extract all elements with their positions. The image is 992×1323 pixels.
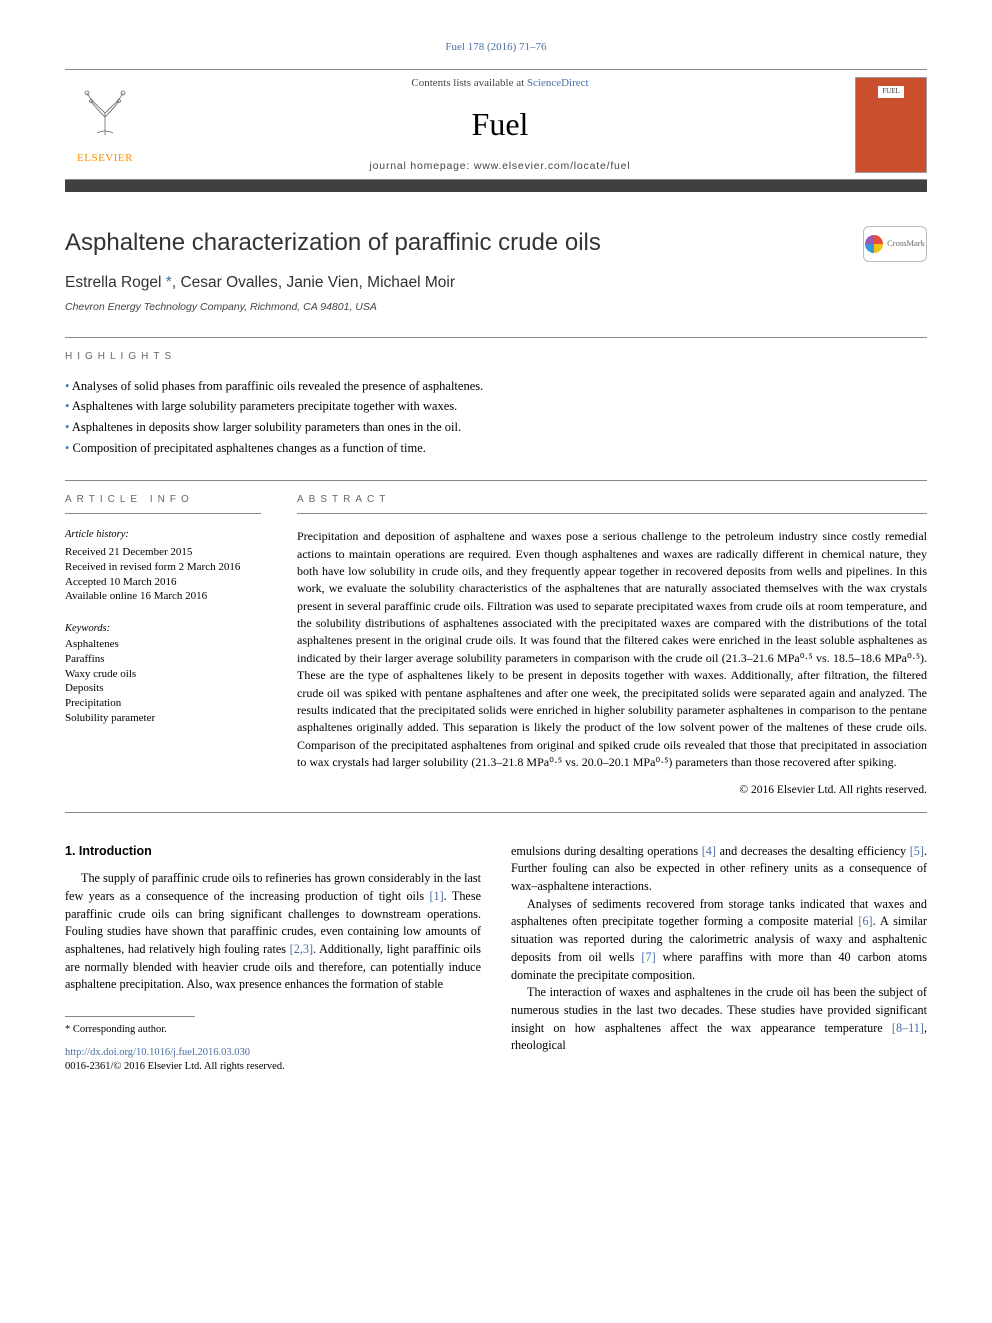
abstract-column: Precipitation and deposition of asphalte…	[297, 514, 927, 798]
history-heading: Article history:	[65, 528, 261, 543]
keyword: Solubility parameter	[65, 711, 261, 726]
intro-heading: 1. Introduction	[65, 843, 481, 861]
homepage-prefix: journal homepage:	[370, 160, 474, 172]
doi-link[interactable]: http://dx.doi.org/10.1016/j.fuel.2016.03…	[65, 1046, 481, 1061]
sciencedirect-link[interactable]: ScienceDirect	[527, 77, 589, 89]
text-span: The interaction of waxes and asphaltenes…	[511, 985, 927, 1034]
abstract-copyright: © 2016 Elsevier Ltd. All rights reserved…	[297, 782, 927, 798]
text-span: emulsions during desalting operations	[511, 844, 702, 858]
article-title: Asphaltene characterization of paraffini…	[65, 226, 847, 260]
journal-header: ELSEVIER Contents lists available at Sci…	[65, 69, 927, 180]
history-received: Received 21 December 2015	[65, 545, 261, 560]
body-columns: 1. Introduction The supply of paraffinic…	[65, 843, 927, 1075]
author-1: Estrella Rogel	[65, 274, 162, 291]
ref-link-4[interactable]: [4]	[702, 844, 716, 858]
ref-link-6[interactable]: [6]	[858, 914, 872, 928]
rule-above-info	[65, 480, 927, 481]
ref-link-5[interactable]: [5]	[910, 844, 924, 858]
intro-paragraph-3: Analyses of sediments recovered from sto…	[511, 896, 927, 984]
corresponding-author-note: * Corresponding author.	[65, 1023, 481, 1038]
keyword: Precipitation	[65, 696, 261, 711]
crossmark-icon	[865, 235, 883, 253]
intro-paragraph-4: The interaction of waxes and asphaltenes…	[511, 984, 927, 1055]
highlights-heading: HIGHLIGHTS	[65, 350, 927, 364]
journal-cover-title: FUEL	[878, 86, 904, 98]
elsevier-brand-text: ELSEVIER	[77, 151, 133, 166]
body-col-left: 1. Introduction The supply of paraffinic…	[65, 843, 481, 1075]
crossmark-badge[interactable]: CrossMark	[863, 226, 927, 262]
elsevier-logo: ELSEVIER	[65, 80, 145, 170]
highlight-item: Asphaltenes with large solubility parame…	[65, 396, 927, 417]
highlight-item: Composition of precipitated asphaltenes …	[65, 438, 927, 459]
author-3: Janie Vien	[286, 274, 358, 291]
author-2: Cesar Ovalles	[180, 274, 277, 291]
rule-above-highlights	[65, 337, 927, 338]
ref-link-8-11[interactable]: [8–11]	[892, 1021, 924, 1035]
abstract-heading: ABSTRACT	[297, 493, 927, 507]
corresponding-asterisk: *	[162, 274, 172, 291]
author-list: Estrella Rogel *, Cesar Ovalles, Janie V…	[65, 272, 927, 294]
history-accepted: Accepted 10 March 2016	[65, 575, 261, 590]
intro-paragraph-1: The supply of paraffinic crude oils to r…	[65, 870, 481, 994]
keyword: Waxy crude oils	[65, 667, 261, 682]
elsevier-tree-icon	[77, 83, 133, 147]
ref-link-7[interactable]: [7]	[641, 950, 655, 964]
body-col-right: emulsions during desalting operations [4…	[511, 843, 927, 1075]
affiliation: Chevron Energy Technology Company, Richm…	[65, 300, 927, 315]
footer-copyright: 0016-2361/© 2016 Elsevier Ltd. All right…	[65, 1060, 481, 1075]
homepage-url[interactable]: www.elsevier.com/locate/fuel	[474, 160, 631, 172]
journal-cover-thumbnail: FUEL	[855, 77, 927, 173]
highlights-list: Analyses of solid phases from paraffinic…	[65, 376, 927, 459]
keywords-heading: Keywords:	[65, 622, 261, 637]
header-dark-bar	[65, 180, 927, 192]
history-online: Available online 16 March 2016	[65, 589, 261, 604]
rule-below-abstract	[65, 812, 927, 813]
journal-name: Fuel	[157, 102, 843, 147]
keyword: Paraffins	[65, 652, 261, 667]
keyword: Deposits	[65, 681, 261, 696]
intro-paragraph-2: emulsions during desalting operations [4…	[511, 843, 927, 896]
ref-link-2-3[interactable]: [2,3]	[290, 942, 313, 956]
text-span: and decreases the desalting efficiency	[716, 844, 910, 858]
journal-homepage-line: journal homepage: www.elsevier.com/locat…	[157, 159, 843, 174]
citation-line: Fuel 178 (2016) 71–76	[65, 40, 927, 55]
article-info-heading: ARTICLE INFO	[65, 493, 261, 507]
footnote-rule	[65, 1016, 195, 1017]
ref-link-1[interactable]: [1]	[429, 889, 443, 903]
contents-prefix: Contents lists available at	[411, 77, 526, 89]
highlight-item: Analyses of solid phases from paraffinic…	[65, 376, 927, 397]
article-info-column: Article history: Received 21 December 20…	[65, 514, 261, 798]
history-revised: Received in revised form 2 March 2016	[65, 560, 261, 575]
keyword: Asphaltenes	[65, 637, 261, 652]
crossmark-label: CrossMark	[887, 238, 925, 250]
highlight-item: Asphaltenes in deposits show larger solu…	[65, 417, 927, 438]
text-span: The supply of paraffinic crude oils to r…	[65, 871, 481, 903]
contents-available-line: Contents lists available at ScienceDirec…	[157, 76, 843, 91]
author-4: Michael Moir	[367, 274, 455, 291]
abstract-text: Precipitation and deposition of asphalte…	[297, 528, 927, 771]
